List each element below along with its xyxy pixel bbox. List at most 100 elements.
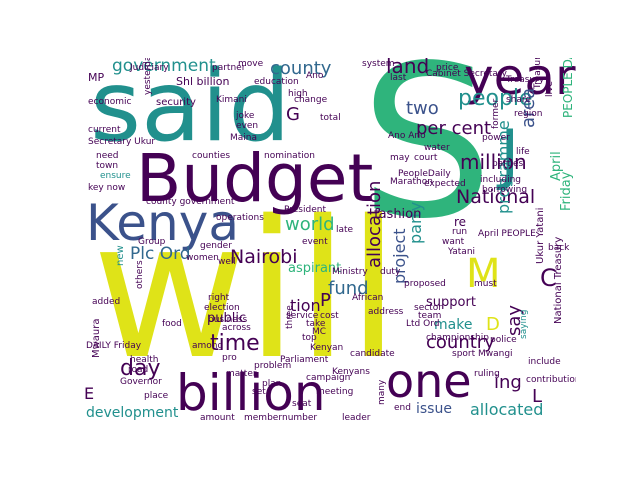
word-president: President [284,205,326,215]
word-women: women [186,253,219,263]
word-share: share [506,95,531,105]
word-right: right [208,293,230,303]
word-high: high [288,89,308,99]
word-african: African [352,293,384,303]
word-issue: issue [416,401,452,417]
word-will: will [92,180,400,401]
word-billion: billion [176,364,326,422]
word-country: country [426,332,495,353]
word-change: change [294,95,328,105]
word-problem: problem [254,361,292,371]
word-plan: plan [262,379,282,389]
word-current: current [88,125,121,135]
word-time: time [210,331,260,356]
word-economic: economic [88,97,132,107]
word-support: support [426,295,476,310]
word-government: government [112,58,216,76]
word-include: include [528,357,561,367]
word-need: need [96,151,119,161]
word-police: police [490,335,517,345]
word-expected: expected [424,179,466,189]
word-election: election [204,303,240,313]
word-ano: Ano [306,71,324,81]
word-per-cent: per cent [416,118,492,139]
word-food: food [162,319,182,329]
word-development: development [86,405,179,421]
word-allocated: allocated [470,400,544,419]
word-fund: fund [328,278,369,299]
word-day: day [120,356,161,381]
word-move: move [238,59,264,69]
word-added: added [92,297,121,307]
word-business: business [208,315,248,325]
word-want: want [442,237,465,247]
word-sector: sector [414,303,442,313]
word-county-government: county government [146,197,235,207]
word-take: take [306,319,326,329]
word-ministry: Ministry [332,267,368,277]
word-security: security [156,97,196,108]
word-address: address [368,307,404,317]
word-event: event [302,237,328,247]
word-system: system [362,59,395,69]
word-many: many [377,379,387,405]
word-member: member [244,413,283,423]
word-world: world [285,214,335,235]
word-operations: operations [216,213,264,223]
word-said: said [90,58,291,164]
word-mp: MP [88,71,105,84]
word-one: one [386,354,472,408]
word-cabinet-secretary: Cabinet Secretary [426,69,507,79]
word-town: town [96,161,119,171]
word-j: J [500,116,520,193]
word-public: public [207,311,247,326]
word-total: total [320,113,341,123]
word-leader: leader [342,413,371,423]
word-kenyans: Kenyans [332,367,370,377]
word-service: service [286,311,319,321]
word-contribution: contribution [526,375,576,385]
word-two: two [406,98,439,119]
word-late: late [336,225,354,235]
word-candidate: candidate [350,349,395,359]
word-campaign: campaign [306,373,351,383]
word-governor: Governor [120,377,162,387]
word-s: S [360,58,494,265]
word-treasury-2: Treasury [506,75,545,85]
word-among: among [192,341,224,351]
word-borrowing: borrowing [482,185,528,195]
word-road: road [128,365,149,375]
word-well: well [218,257,236,267]
word-health: health [130,355,159,365]
word-others: others [135,260,145,289]
word-ing: ing [494,372,522,393]
word-maina: Maina [230,133,257,143]
word-year: year [464,58,576,106]
word-power: power [482,133,510,143]
word-counties: counties [192,151,231,161]
word-daily-friday: DAILY Friday [86,341,142,351]
word-ruling: ruling [474,369,500,379]
word-marathon: Marathon [390,177,433,187]
word-plc-ord: Plc Ord [130,244,191,264]
word-re: re [454,215,467,229]
word-c: C [540,264,557,292]
word-place: place [144,391,169,401]
word-pro: pro [222,353,237,363]
word-nomination: nomination [264,151,315,161]
word-life: life [516,147,530,157]
word-tion: tion [290,296,321,315]
word-national: National [456,186,536,208]
word-ano-ano: Ano Ano [388,131,426,141]
word-must: must [474,279,497,289]
word-secretary-ukur: Secretary Ukur [88,137,156,147]
word-water: water [424,143,450,153]
word-kimani: Kimani [216,95,247,105]
word-shl-billion: Shl billion [176,75,230,88]
word-team: team [418,311,442,321]
word-ltd-ord: Ltd Ord [406,319,440,329]
word-education: education [254,77,299,87]
word-ukur-yatani: Ukur Yatani [535,207,546,264]
word-budget: Budget [136,140,374,217]
word-seat: seat [292,399,312,409]
